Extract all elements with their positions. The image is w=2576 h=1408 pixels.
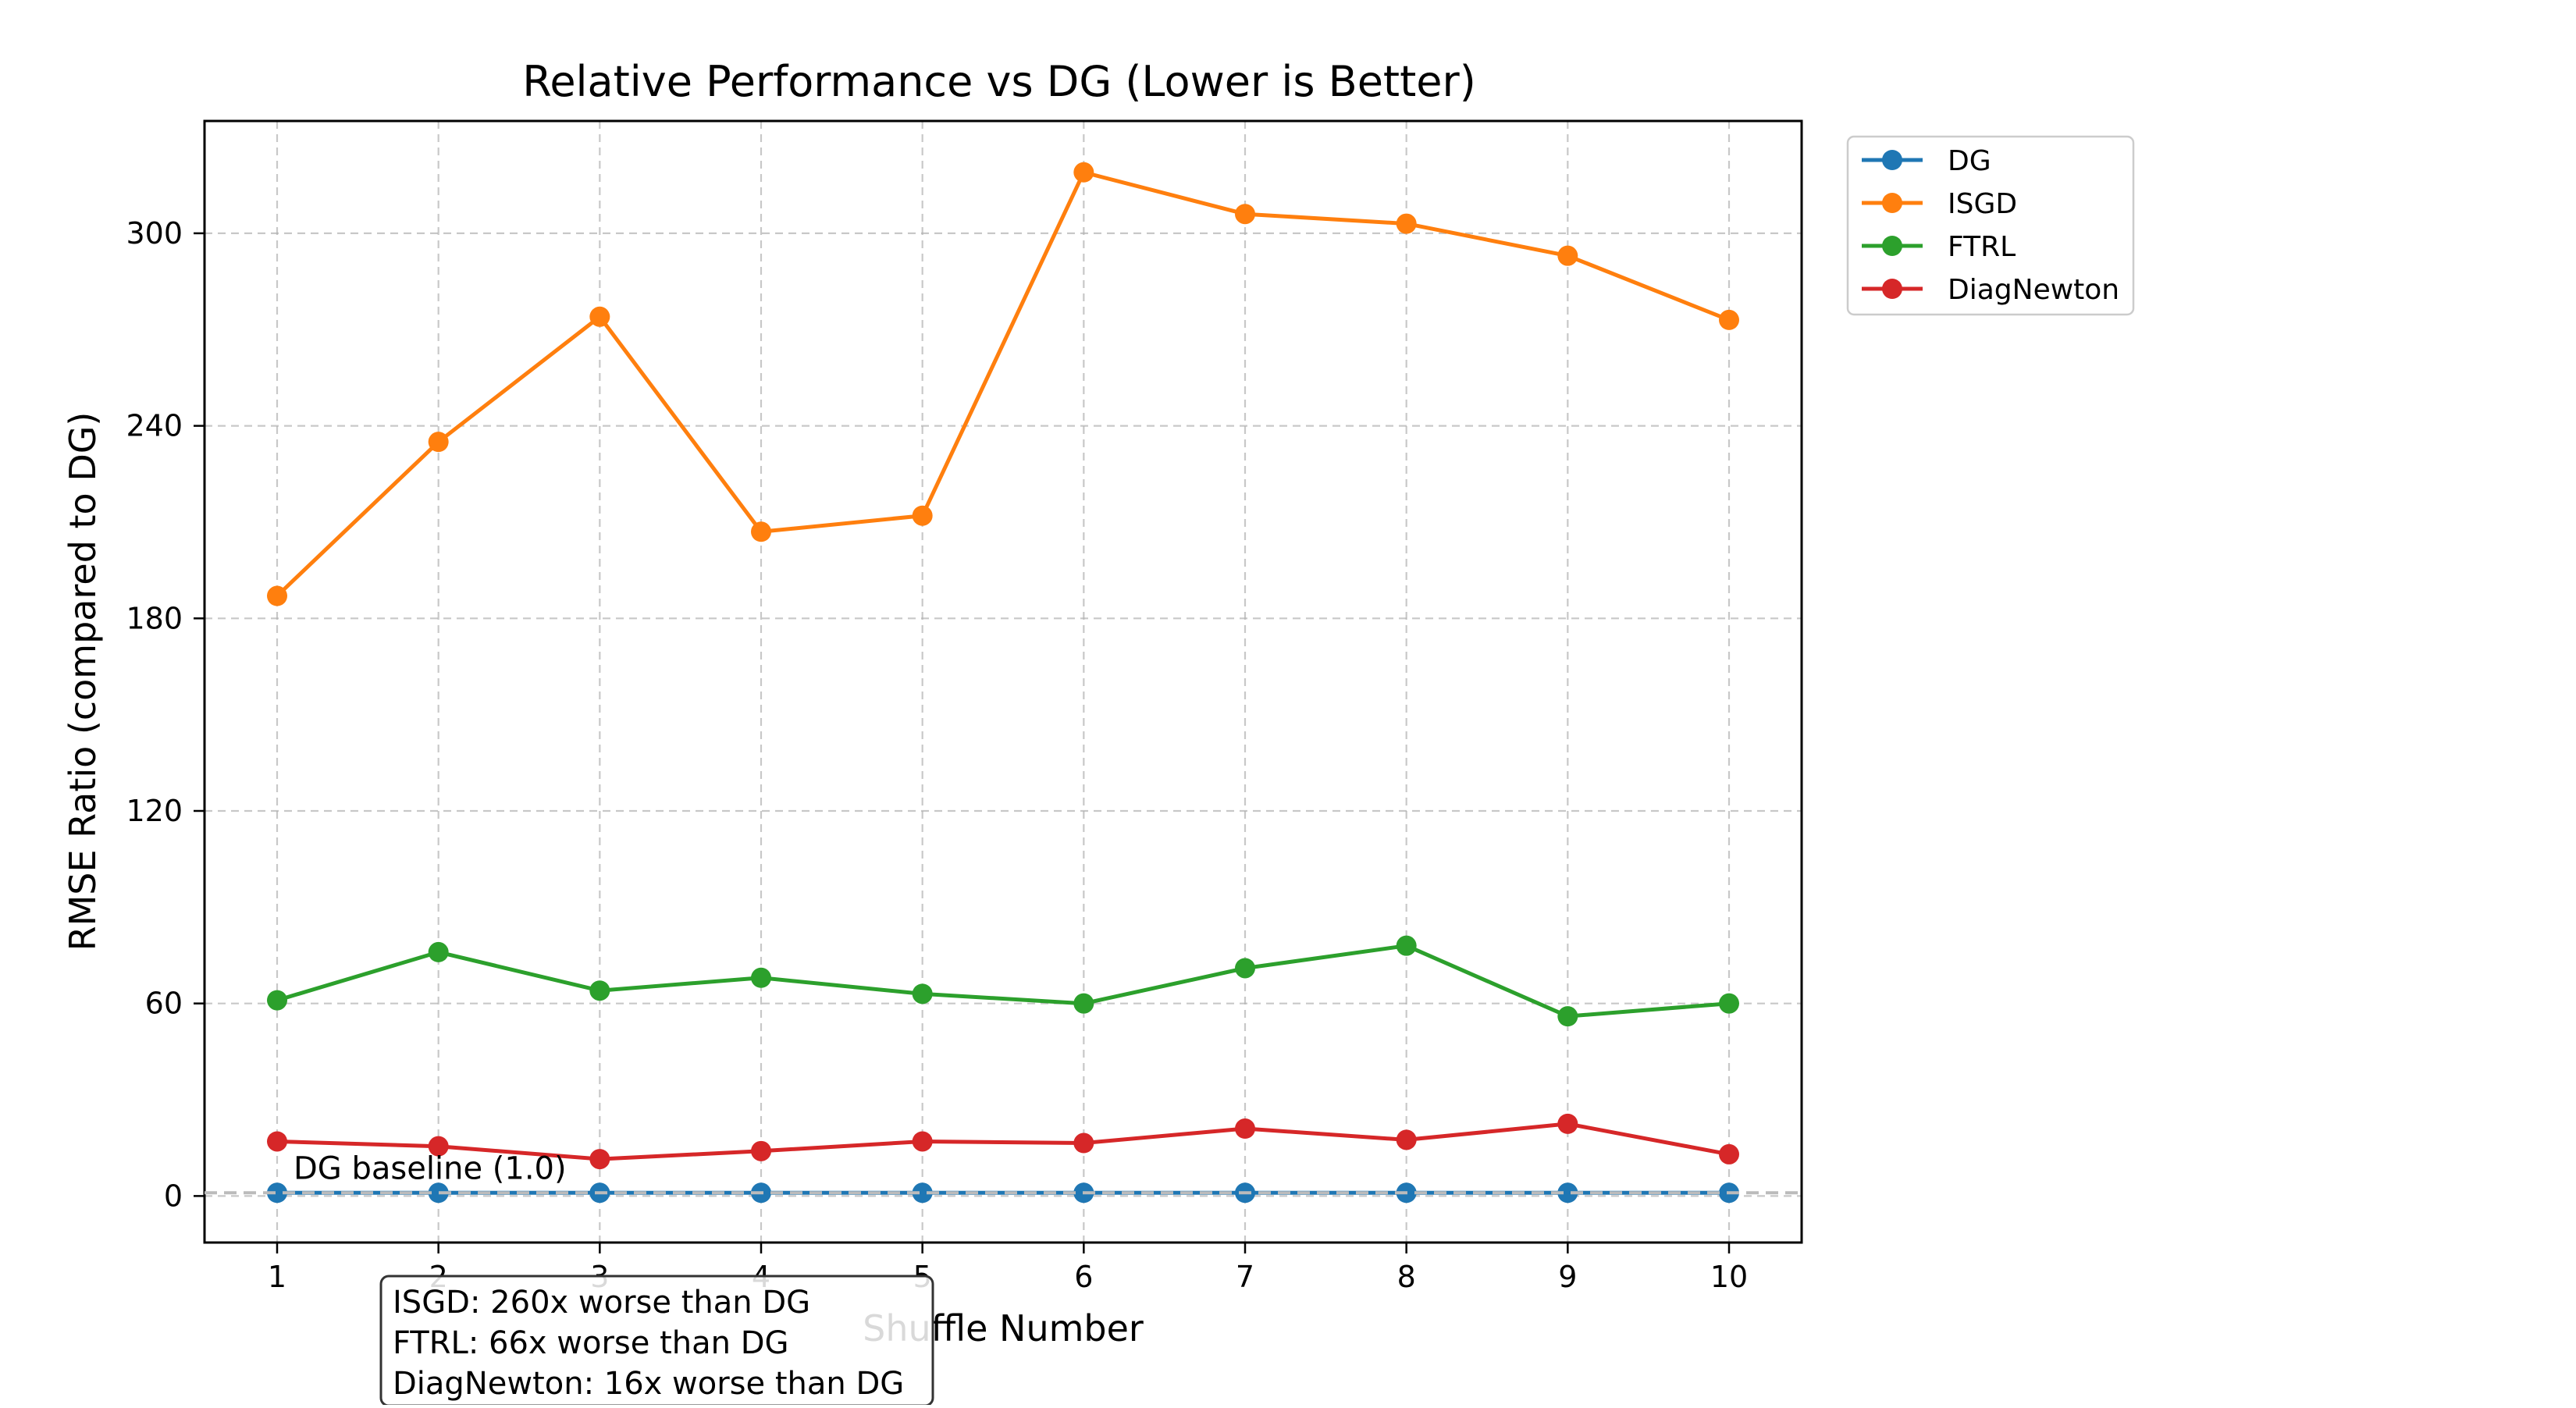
x-tick-label-8: 8 bbox=[1397, 1260, 1416, 1294]
data-point-diagnewton-2 bbox=[428, 1136, 449, 1157]
legend-frame bbox=[1846, 135, 2135, 316]
legend-label-dg: DG bbox=[1948, 145, 1991, 177]
legend-entry-dg: DG bbox=[1862, 145, 1991, 177]
legend-entry-diagnewton: DiagNewton bbox=[1862, 274, 2119, 306]
annotation-line-3: DiagNewton: 16x worse than DG bbox=[393, 1366, 904, 1402]
series-line-ftrl bbox=[275, 944, 1731, 1019]
data-point-diagnewton-10 bbox=[1719, 1143, 1739, 1164]
y-axis-ticks: 0 60 120 180 240 300 bbox=[126, 216, 205, 1213]
plot-frame bbox=[203, 119, 1803, 1244]
series-ftrl bbox=[267, 935, 1739, 1027]
y-axis-label: RMSE Ratio (compared to DG) bbox=[62, 412, 104, 951]
legend-label-diagnewton: DiagNewton bbox=[1948, 274, 2119, 306]
data-point-isgd-8 bbox=[1396, 213, 1417, 234]
data-point-ftrl-7 bbox=[1235, 958, 1255, 979]
data-point-isgd-7 bbox=[1235, 204, 1255, 225]
data-point-diagnewton-8 bbox=[1396, 1129, 1417, 1150]
y-tick-label-0: 0 bbox=[164, 1179, 183, 1213]
legend-swatch-marker-dg bbox=[1882, 150, 1902, 170]
data-point-ftrl-2 bbox=[428, 941, 449, 962]
data-point-dg-9 bbox=[1557, 1182, 1578, 1204]
legend-swatch-marker-ftrl bbox=[1882, 236, 1902, 256]
data-point-isgd-9 bbox=[1557, 245, 1578, 266]
data-point-diagnewton-9 bbox=[1557, 1113, 1578, 1134]
series-isgd bbox=[267, 162, 1739, 606]
data-point-dg-1 bbox=[267, 1182, 287, 1204]
legend-entry-isgd: ISGD bbox=[1862, 188, 2017, 220]
series-diagnewton bbox=[267, 1113, 1739, 1170]
data-point-ftrl-10 bbox=[1719, 993, 1739, 1014]
data-point-isgd-6 bbox=[1073, 162, 1094, 183]
data-point-diagnewton-6 bbox=[1073, 1132, 1094, 1154]
data-point-ftrl-1 bbox=[267, 990, 287, 1011]
data-point-isgd-3 bbox=[589, 306, 610, 327]
data-point-diagnewton-4 bbox=[751, 1140, 771, 1161]
data-point-dg-5 bbox=[912, 1182, 933, 1204]
y-tick-label-120: 120 bbox=[126, 794, 183, 828]
baseline-label: DG baseline (1.0) bbox=[294, 1150, 567, 1186]
x-tick-label-7: 7 bbox=[1236, 1260, 1254, 1294]
data-point-dg-2 bbox=[428, 1182, 449, 1204]
legend-label-isgd: ISGD bbox=[1948, 188, 2017, 220]
series-lines bbox=[267, 162, 1739, 1204]
x-tick-label-9: 9 bbox=[1558, 1260, 1577, 1294]
data-point-ftrl-5 bbox=[912, 983, 933, 1004]
summary-annotation: ISGD: 260x worse than DG FTRL: 66x worse … bbox=[379, 1275, 934, 1407]
y-tick-label-240: 240 bbox=[126, 409, 183, 443]
data-point-diagnewton-3 bbox=[589, 1149, 610, 1170]
legend-swatch-marker-isgd bbox=[1882, 193, 1902, 213]
data-point-diagnewton-7 bbox=[1235, 1118, 1255, 1140]
legend: DG ISGD FTRL DiagNewton bbox=[1846, 135, 2135, 316]
annotation-line-2: FTRL: 66x worse than DG bbox=[393, 1325, 789, 1361]
y-tick-label-300: 300 bbox=[126, 216, 183, 251]
legend-label-ftrl: FTRL bbox=[1948, 231, 2016, 263]
y-tick-label-180: 180 bbox=[126, 601, 183, 635]
data-point-diagnewton-5 bbox=[912, 1131, 933, 1152]
data-point-isgd-5 bbox=[912, 505, 933, 526]
legend-entry-ftrl: FTRL bbox=[1862, 231, 2016, 263]
data-point-isgd-10 bbox=[1719, 309, 1739, 330]
data-point-ftrl-8 bbox=[1396, 935, 1417, 956]
legend-swatch-marker-diagnewton bbox=[1882, 279, 1902, 299]
x-tick-label-6: 6 bbox=[1074, 1260, 1093, 1294]
data-point-ftrl-3 bbox=[589, 980, 610, 1001]
data-point-ftrl-6 bbox=[1073, 993, 1094, 1014]
y-tick-label-60: 60 bbox=[145, 987, 183, 1021]
chart-title: Relative Performance vs DG (Lower is Bet… bbox=[522, 57, 1476, 106]
data-point-isgd-4 bbox=[751, 521, 771, 542]
data-point-ftrl-9 bbox=[1557, 1006, 1578, 1027]
x-tick-label-10: 10 bbox=[1710, 1260, 1748, 1294]
data-point-diagnewton-1 bbox=[267, 1131, 287, 1152]
series-line-diagnewton bbox=[275, 1122, 1731, 1161]
data-point-isgd-2 bbox=[428, 432, 449, 453]
data-point-ftrl-4 bbox=[751, 967, 771, 988]
data-point-isgd-1 bbox=[267, 585, 287, 606]
annotation-line-1: ISGD: 260x worse than DG bbox=[393, 1285, 810, 1321]
series-line-isgd bbox=[275, 170, 1731, 598]
x-tick-label-1: 1 bbox=[268, 1260, 286, 1294]
